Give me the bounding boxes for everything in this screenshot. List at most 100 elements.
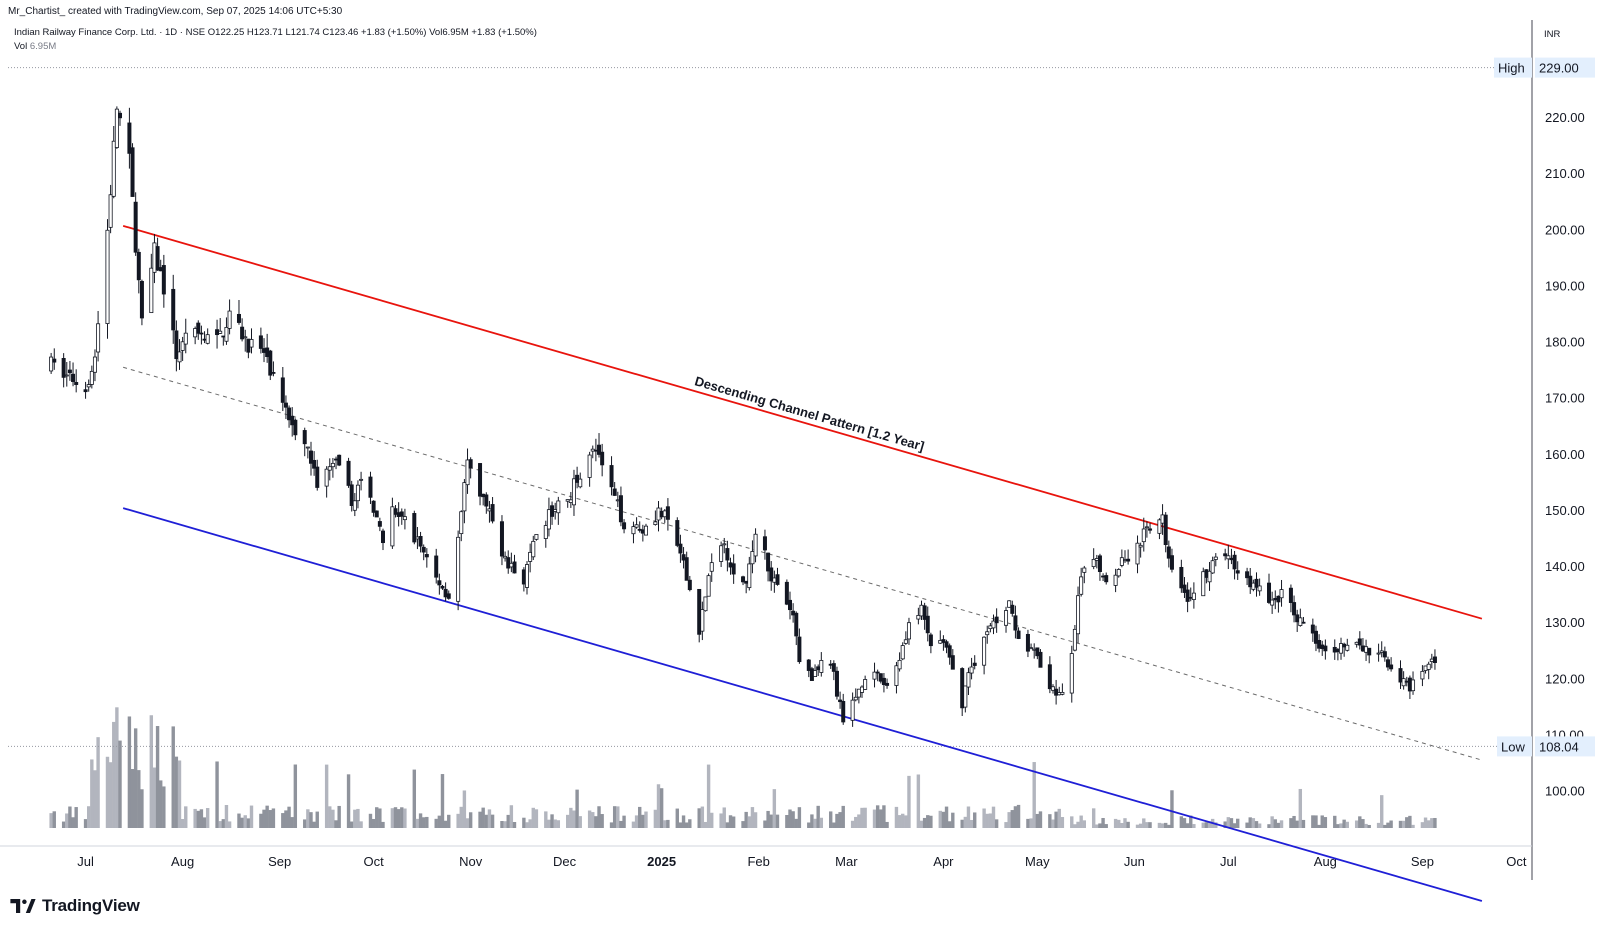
candle-body (127, 122, 132, 154)
candle-body (1423, 665, 1428, 671)
volume-bar (1320, 815, 1324, 828)
high-marker-value: 229.00 (1539, 61, 1579, 76)
time-axis[interactable]: Jul Aug Sep Oct Nov Dec 2025 Feb Mar Apr May Jun Jul… (77, 854, 1527, 869)
volume-bar (1301, 819, 1306, 828)
volume-bar (785, 815, 789, 828)
volume-bar (681, 815, 686, 828)
volume-bar (1323, 817, 1328, 828)
volume-bar (835, 813, 839, 828)
volume-bar (127, 716, 132, 828)
volume-bar (202, 817, 207, 828)
candle-body (615, 499, 620, 502)
candle-body (637, 528, 642, 531)
volume-bar (481, 807, 485, 828)
volume-bar (152, 767, 157, 828)
candle-body (525, 564, 530, 588)
candle-body (396, 512, 401, 517)
candle-body (653, 521, 658, 525)
candle-body (643, 525, 648, 536)
candle-body (312, 459, 317, 469)
candle-body (578, 478, 583, 488)
volume-bar (1420, 822, 1425, 828)
price-axis[interactable]: 100.00110.00120.00130.00140.00150.00160.… (1545, 110, 1585, 798)
volume-bar (728, 815, 733, 828)
symbol-name[interactable]: Indian Railway Finance Corp. Ltd. · 1D ·… (14, 27, 206, 38)
candle-body (155, 246, 160, 271)
candle-body (1389, 664, 1394, 670)
volume-bar (1317, 824, 1321, 828)
x-tick-label: Apr (933, 854, 954, 869)
candle-body (687, 579, 692, 591)
upper-channel-line[interactable] (122, 224, 1483, 620)
volume-bar (1117, 819, 1121, 828)
candles (49, 106, 1437, 727)
volume-bar (112, 721, 116, 828)
volume-bar (1029, 818, 1033, 828)
volume-bar (919, 820, 924, 828)
volume-bar (290, 817, 294, 828)
volume-bar (797, 807, 802, 828)
volume-bar (1070, 816, 1074, 828)
candle-body (631, 526, 636, 535)
volume-bar (922, 817, 927, 828)
volume-bar (1104, 824, 1108, 828)
middle-channel-line[interactable] (123, 366, 1483, 761)
volume-bar (512, 822, 517, 828)
volume-bar (490, 814, 495, 828)
tradingview-watermark[interactable]: TradingView (10, 896, 140, 916)
candle-body (1367, 647, 1372, 656)
candle-body (534, 534, 539, 540)
candle-body (838, 699, 843, 703)
volume-bar (434, 818, 438, 828)
volume-bar (503, 821, 507, 828)
candle-body (994, 616, 999, 624)
volume-bar (1333, 815, 1337, 828)
volume-bar (1358, 816, 1362, 828)
currency-label[interactable]: INR (1544, 29, 1561, 40)
lower-channel-line[interactable] (122, 507, 1483, 902)
candle-body (202, 338, 207, 341)
volume-label[interactable]: Vol (14, 41, 28, 52)
channel-annotation[interactable]: Descending Channel Pattern [1.2 Year] (693, 373, 926, 454)
candle-body (925, 615, 930, 634)
candle-body (813, 670, 818, 677)
volume-bar (688, 819, 692, 828)
candle-body (399, 511, 404, 517)
candle-body (246, 338, 251, 353)
volume-bar (415, 818, 420, 828)
volume-bar (180, 819, 185, 828)
candle-body (568, 499, 573, 503)
candle-body (105, 229, 110, 324)
candle-body (236, 313, 241, 323)
candle-body (753, 533, 758, 557)
candle-body (747, 563, 752, 589)
candle-body (1007, 600, 1012, 608)
candle-body (152, 242, 157, 273)
candle-body (856, 688, 861, 698)
candle-body (503, 555, 508, 559)
high-low-markers: High 229.00 Low 108.04 (1494, 57, 1595, 757)
candle-body (1248, 575, 1253, 588)
volume-bar (1248, 817, 1252, 828)
candle-body (609, 465, 614, 488)
volume-bar (966, 806, 971, 828)
volume-bar (227, 821, 232, 828)
candle-body (434, 555, 439, 578)
descending-channel[interactable] (122, 224, 1483, 902)
candle-body (841, 700, 846, 723)
candle-body (149, 267, 154, 314)
volume-bar (312, 821, 316, 828)
candle-body (1298, 617, 1303, 626)
high-value: H123.71 (246, 27, 283, 38)
volume-bar (991, 806, 996, 828)
candle-body (205, 334, 210, 344)
volume-bar (437, 815, 442, 828)
volume-bar (1192, 824, 1196, 828)
volume-bar (1016, 804, 1021, 828)
volume-bar (1311, 815, 1315, 828)
candle-body (1301, 621, 1306, 624)
candle-body (1317, 640, 1322, 649)
candle-body (850, 699, 855, 721)
volume-bar (61, 821, 66, 828)
